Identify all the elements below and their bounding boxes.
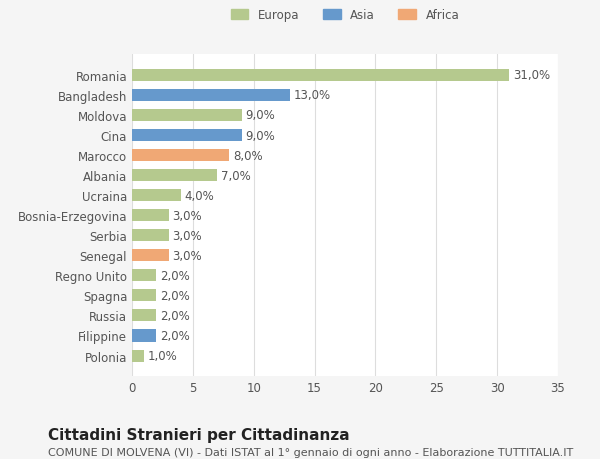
Bar bbox=[132, 90, 290, 102]
Bar bbox=[132, 170, 217, 182]
Bar bbox=[132, 290, 157, 302]
Bar bbox=[132, 330, 157, 342]
Bar bbox=[132, 350, 144, 362]
Bar bbox=[132, 310, 157, 322]
Text: 31,0%: 31,0% bbox=[513, 69, 550, 82]
Text: 2,0%: 2,0% bbox=[160, 309, 190, 322]
Text: 1,0%: 1,0% bbox=[148, 349, 178, 362]
Legend: Europa, Asia, Africa: Europa, Asia, Africa bbox=[225, 3, 465, 28]
Text: Cittadini Stranieri per Cittadinanza: Cittadini Stranieri per Cittadinanza bbox=[48, 427, 350, 442]
Text: 13,0%: 13,0% bbox=[294, 89, 331, 102]
Bar bbox=[132, 150, 229, 162]
Bar bbox=[132, 210, 169, 222]
Bar bbox=[132, 110, 242, 122]
Bar bbox=[132, 250, 169, 262]
Text: 9,0%: 9,0% bbox=[245, 109, 275, 122]
Bar bbox=[132, 270, 157, 282]
Bar bbox=[132, 230, 169, 242]
Text: 4,0%: 4,0% bbox=[184, 189, 214, 202]
Text: 2,0%: 2,0% bbox=[160, 269, 190, 282]
Bar bbox=[132, 70, 509, 82]
Text: 2,0%: 2,0% bbox=[160, 289, 190, 302]
Text: 9,0%: 9,0% bbox=[245, 129, 275, 142]
Text: 2,0%: 2,0% bbox=[160, 329, 190, 342]
Bar bbox=[132, 190, 181, 202]
Text: COMUNE DI MOLVENA (VI) - Dati ISTAT al 1° gennaio di ogni anno - Elaborazione TU: COMUNE DI MOLVENA (VI) - Dati ISTAT al 1… bbox=[48, 448, 573, 458]
Text: 3,0%: 3,0% bbox=[172, 249, 202, 262]
Text: 7,0%: 7,0% bbox=[221, 169, 251, 182]
Text: 3,0%: 3,0% bbox=[172, 229, 202, 242]
Text: 8,0%: 8,0% bbox=[233, 149, 263, 162]
Bar bbox=[132, 130, 242, 142]
Text: 3,0%: 3,0% bbox=[172, 209, 202, 222]
